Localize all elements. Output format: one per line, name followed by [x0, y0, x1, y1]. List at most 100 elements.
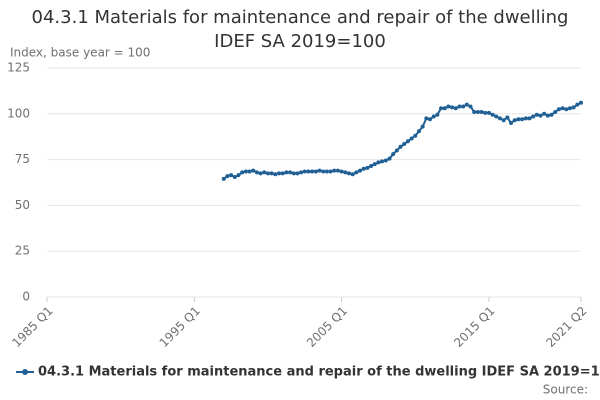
point — [229, 173, 234, 178]
point — [453, 106, 458, 111]
point — [564, 107, 569, 112]
y-tick-label: 0 — [22, 290, 30, 304]
point — [361, 166, 366, 171]
point — [391, 152, 396, 157]
point — [446, 104, 451, 109]
point — [251, 168, 256, 173]
point — [365, 165, 370, 170]
point — [520, 117, 525, 122]
x-tick-label: 2015 Q1 — [451, 304, 497, 350]
point — [277, 171, 282, 176]
point — [339, 169, 344, 174]
point — [424, 116, 429, 121]
point — [505, 115, 510, 120]
point — [428, 117, 433, 122]
point — [527, 116, 532, 121]
point — [501, 118, 506, 123]
point — [310, 169, 315, 174]
point — [435, 112, 440, 117]
point — [324, 169, 329, 174]
x-tick-label: 1985 Q1 — [9, 304, 55, 350]
y-tick-label: 25 — [15, 244, 30, 258]
point — [468, 104, 473, 109]
point — [542, 111, 547, 116]
legend-marker — [22, 369, 28, 375]
x-tick-label: 2021 Q2 — [543, 304, 589, 350]
point — [232, 175, 237, 180]
point — [236, 173, 241, 178]
point — [247, 169, 252, 174]
point — [288, 170, 293, 175]
point — [538, 113, 543, 118]
x-tick-label: 2005 Q1 — [304, 304, 350, 350]
source: Source: — [543, 383, 588, 397]
legend-label: 04.3.1 Materials for maintenance and rep… — [38, 365, 600, 380]
point — [299, 170, 304, 175]
point — [461, 104, 466, 109]
point — [343, 170, 348, 175]
point — [553, 109, 558, 114]
point — [431, 114, 436, 119]
point — [560, 106, 565, 111]
point — [240, 170, 245, 175]
point — [475, 109, 480, 114]
point — [523, 116, 528, 121]
point — [497, 116, 502, 121]
point — [372, 162, 377, 167]
point — [420, 124, 425, 129]
chart-title: 04.3.1 Materials for maintenance and rep… — [32, 7, 569, 28]
point — [302, 169, 307, 174]
point — [509, 120, 514, 125]
point — [262, 170, 267, 175]
point — [258, 171, 263, 176]
point — [405, 139, 410, 144]
point — [269, 171, 274, 176]
point — [383, 158, 388, 163]
y-tick-label: 125 — [7, 61, 30, 75]
point — [439, 106, 444, 111]
point — [321, 169, 326, 174]
point — [358, 168, 363, 173]
point — [295, 171, 300, 176]
point — [398, 144, 403, 149]
point — [280, 171, 285, 176]
point — [575, 102, 580, 107]
point — [284, 170, 289, 175]
point — [413, 133, 418, 138]
point — [442, 106, 447, 111]
point — [387, 156, 392, 161]
point — [350, 172, 355, 177]
point — [221, 176, 226, 181]
point — [490, 112, 495, 117]
point — [556, 107, 561, 112]
point — [328, 169, 333, 174]
point — [291, 171, 296, 176]
point — [472, 109, 477, 114]
point — [479, 109, 484, 114]
point — [549, 112, 554, 117]
point — [512, 118, 517, 123]
point — [567, 106, 572, 111]
point — [531, 114, 536, 119]
point — [409, 136, 414, 141]
point — [494, 114, 499, 119]
point — [243, 169, 248, 174]
y-axis-label: Index, base year = 100 — [10, 46, 150, 60]
chart-title: IDEF SA 2019=100 — [214, 31, 386, 52]
y-tick-label: 50 — [15, 198, 30, 212]
y-tick-label: 75 — [15, 152, 30, 166]
point — [457, 104, 462, 109]
point — [225, 174, 230, 179]
point — [335, 168, 340, 173]
point — [416, 129, 421, 134]
point — [265, 171, 270, 176]
y-tick-label: 100 — [7, 106, 30, 120]
point — [346, 171, 351, 176]
point — [516, 117, 521, 122]
point — [376, 160, 381, 165]
point — [464, 102, 469, 107]
point — [332, 168, 337, 173]
point — [486, 110, 491, 115]
